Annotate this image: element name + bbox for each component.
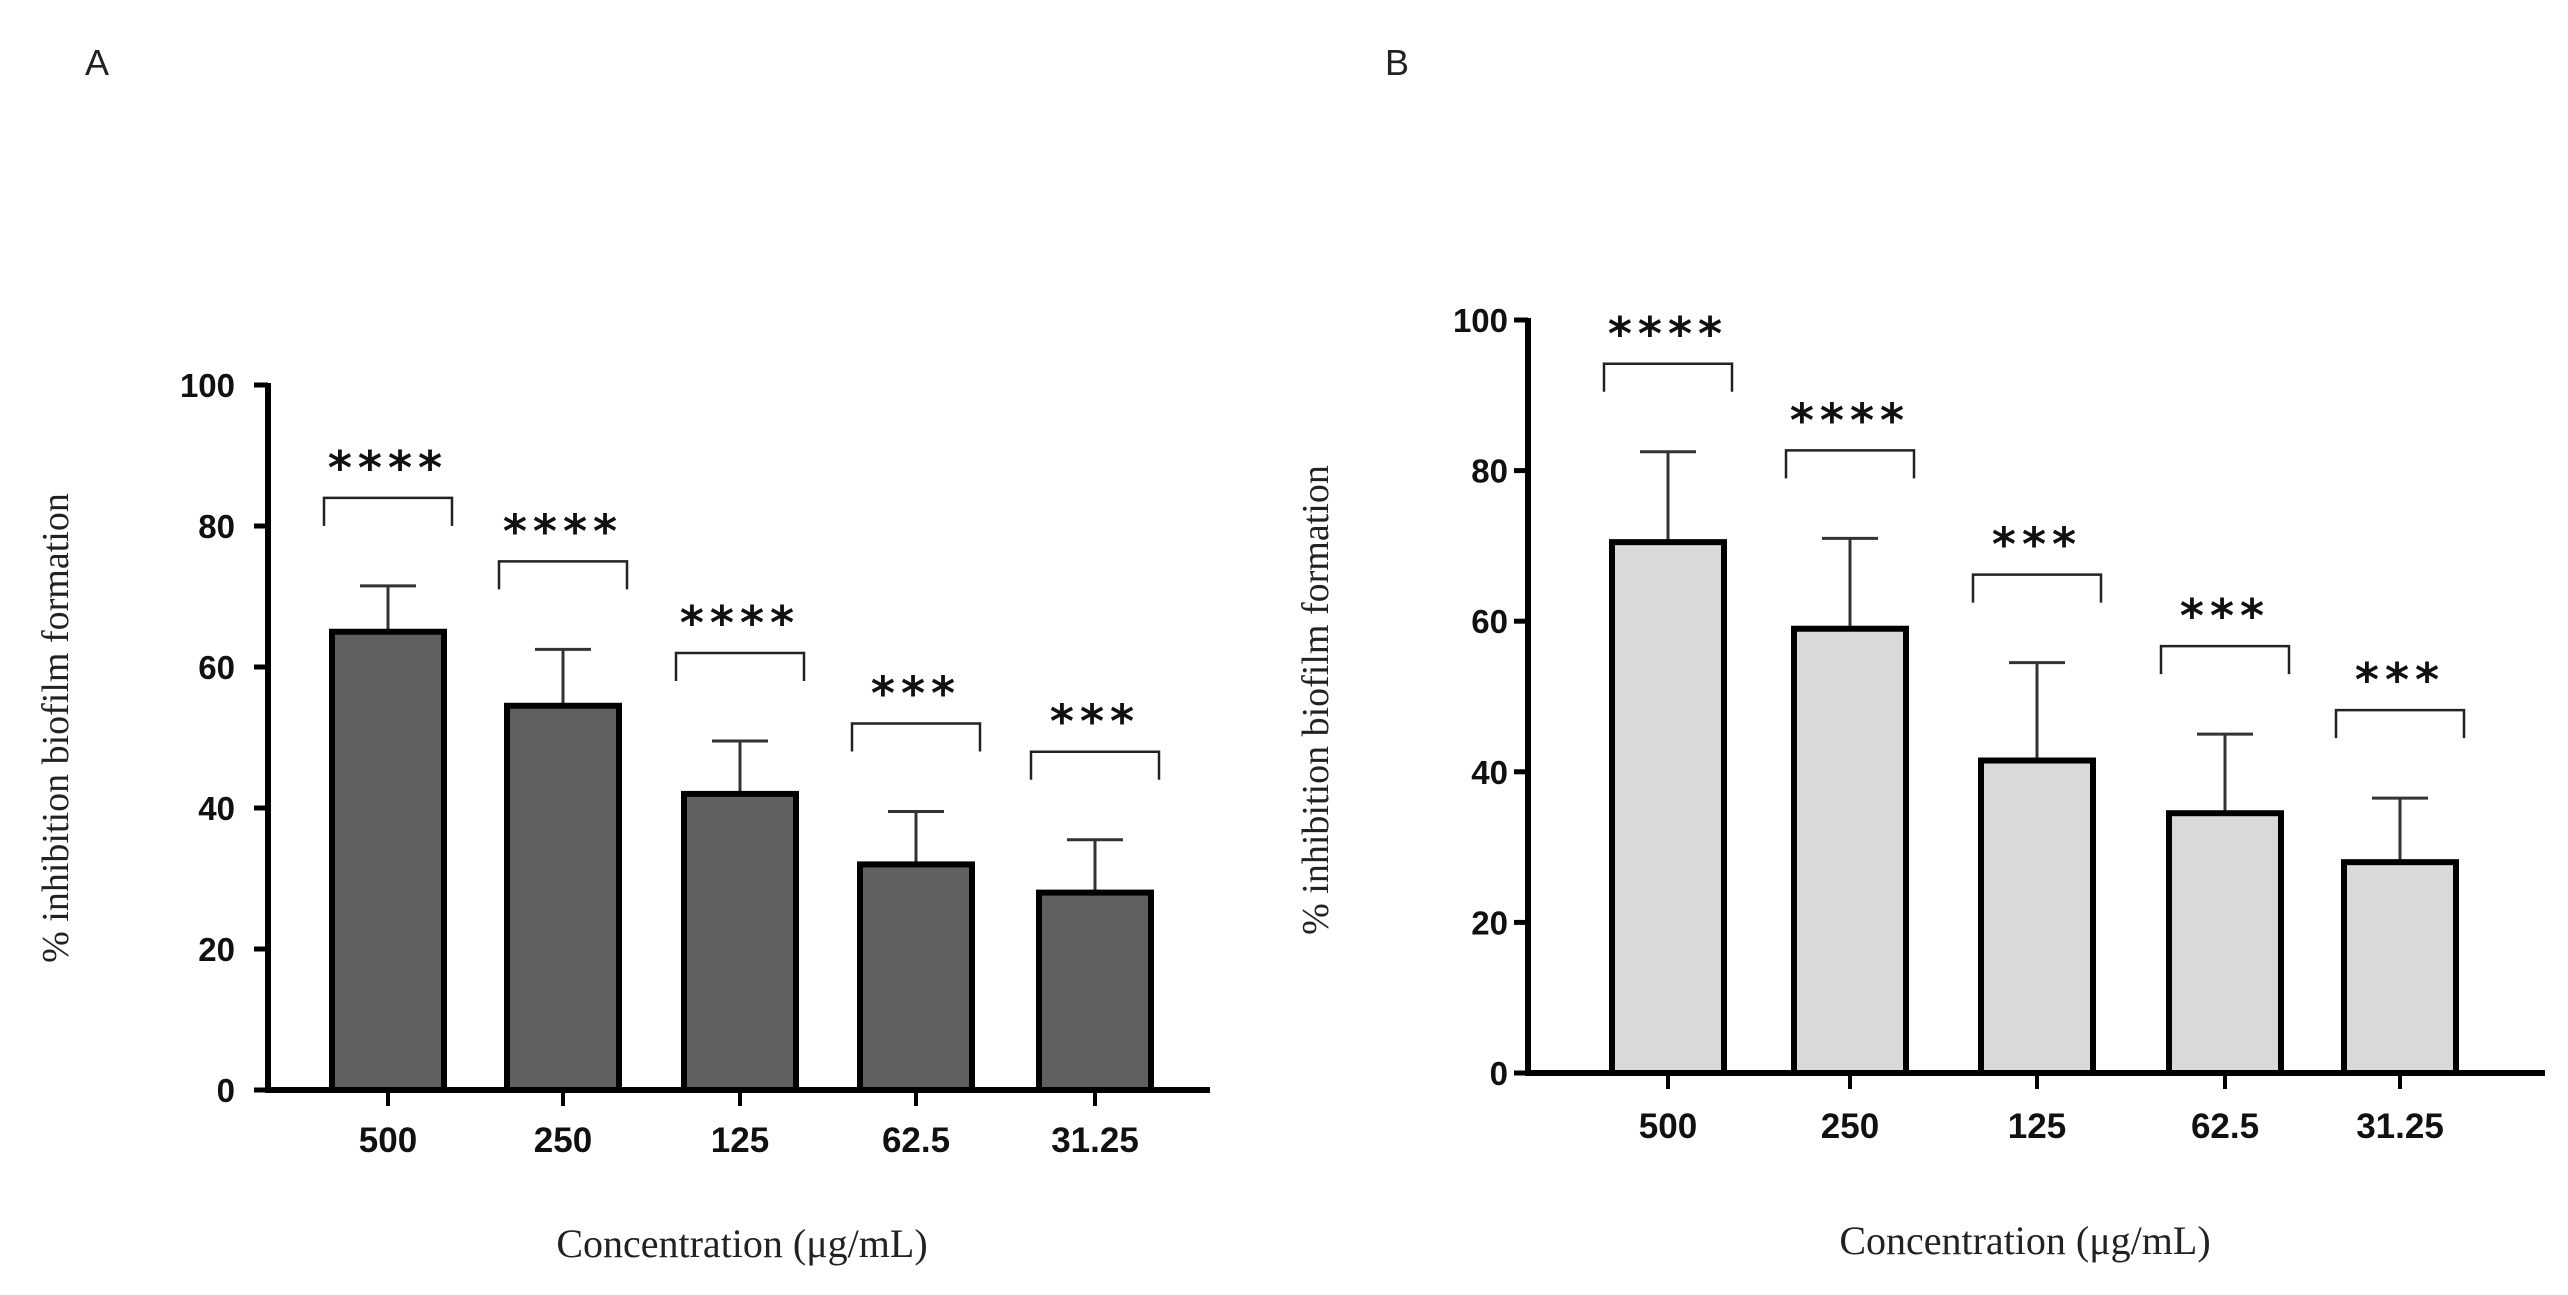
panel-b-bar [2341,859,2459,1076]
panel-b-significance-bracket [1971,573,2103,603]
panel-a-x-tick-label: 250 [534,1121,592,1160]
panel-a-x-tick-label: 125 [711,1121,769,1160]
panel-b-y-tick-label: 100 [1453,302,1508,339]
panel-a-y-tick-label: 60 [198,649,235,686]
panel-b-significance-stars: **** [1608,307,1728,361]
panel-a-x-axis-title: Concentration (μg/mL) [556,1221,927,1266]
panel-a-x-tick-label: 31.25 [1051,1121,1139,1160]
panel-b-significance-stars: **** [1790,393,1910,447]
panel-a-bar [681,790,799,1094]
panel-b-significance-bracket [2334,708,2466,739]
panel-a-significance-bracket [850,722,982,752]
panel-a-x-tick-label: 500 [359,1121,417,1160]
panel-a-significance-bracket [322,496,454,526]
panel-a-significance-stars: **** [503,504,623,558]
panel-b-y-tick-label: 0 [1490,1055,1508,1092]
panel-a-bar [504,702,622,1094]
panel-b-label: B [1385,42,1409,83]
panel-b-bar [1791,625,1909,1076]
panel-b-significance-stars: *** [2180,589,2270,643]
panel-a: A % inhibition biofilm formation Concent… [35,42,1210,1266]
panel-a-y-tick-label: 80 [198,508,235,545]
panel-a-x-tick-label: 62.5 [882,1121,950,1160]
panel-a-y-axis-title: % inhibition biofilm formation [35,493,77,963]
panel-b-x-tick-label: 62.5 [2191,1107,2259,1146]
panel-b-x-axis-title: Concentration (μg/mL) [1839,1218,2210,1263]
panel-a-bar [329,628,447,1093]
panel-b-significance-bracket [1602,362,1734,392]
panel-b-y-tick-label: 40 [1471,754,1508,791]
panel-b-bar [2166,810,2284,1077]
panel-b-significance-stars: *** [1992,518,2082,572]
panel-b-x-tick-label: 250 [1821,1107,1879,1146]
panel-a-bar [1036,889,1154,1093]
panel-b-y-tick-label: 60 [1471,603,1508,640]
panel-b-bar [1978,757,2096,1076]
panel-b-significance-bracket [1784,449,1916,479]
panel-b-significance-bracket [2159,644,2291,675]
panel-a-significance-stars: **** [680,596,800,650]
panel-a-y-tick-label: 0 [217,1072,235,1109]
panel-a-y-tick-label: 100 [180,367,235,404]
panel-a-significance-bracket [497,560,629,590]
panel-a-label: A [85,42,109,83]
panel-a-significance-bracket [1029,750,1161,780]
panel-a-significance-bracket [674,651,806,682]
panel-b-bar [1609,539,1727,1076]
panel-b-x-tick-label: 125 [2008,1107,2066,1146]
panel-a-y-tick-label: 20 [198,931,235,968]
panel-b-x-tick-label: 31.25 [2356,1107,2444,1146]
panel-b-y-axis-title: % inhibition biofilm formation [1295,465,1337,935]
panel-b-significance-stars: *** [2355,653,2445,707]
panel-b-y-tick-label: 80 [1471,453,1508,490]
panel-a-significance-stars: *** [1050,695,1140,749]
panel-a-bar [857,861,975,1094]
panel-a-y-tick-label: 40 [198,790,235,827]
panel-b-y-tick-label: 20 [1471,904,1508,941]
panel-b-x-tick-label: 500 [1639,1107,1697,1146]
panel-a-significance-stars: *** [871,667,961,721]
panel-b: B % inhibition biofilm formation Concent… [1295,42,2545,1263]
panel-a-significance-stars: **** [328,441,448,495]
